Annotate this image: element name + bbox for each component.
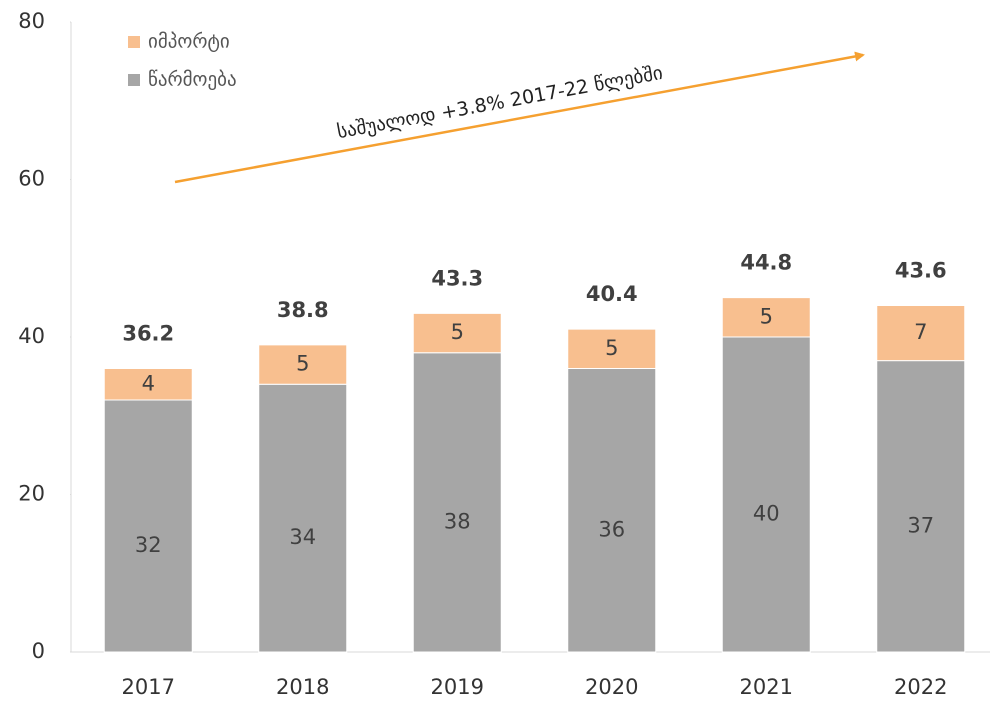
segment-label: 5	[451, 320, 464, 344]
total-label: 40.4	[586, 282, 638, 306]
bar-segment	[258, 383, 348, 653]
segment-label: 36	[598, 517, 625, 541]
segment-label: 5	[605, 336, 618, 360]
segment-label: 40	[753, 502, 780, 526]
x-tick-label: 2021	[740, 675, 793, 699]
legend-label: წარმოება	[148, 69, 237, 91]
segment-label: 7	[914, 320, 927, 344]
bar-segment	[103, 368, 193, 401]
y-tick-label: 0	[32, 639, 45, 663]
legend-label: იმპორტი	[148, 31, 230, 53]
bar-segment	[567, 328, 657, 369]
total-label: 36.2	[122, 322, 174, 346]
annotation: საშუალოდ +3.8% 2017-22 წლებში	[335, 62, 664, 143]
segment-label: 4	[142, 371, 155, 395]
legend-swatch	[128, 36, 140, 48]
bar-segment	[567, 368, 657, 653]
segment-label: 32	[135, 533, 162, 557]
segment-label: 37	[907, 513, 934, 537]
x-tick-label: 2019	[431, 675, 484, 699]
x-tick-label: 2022	[894, 675, 947, 699]
bar-segment	[876, 360, 966, 653]
segment-label: 5	[296, 352, 309, 376]
bar-segment	[258, 344, 348, 385]
segment-label: 5	[760, 304, 773, 328]
legend-swatch	[128, 74, 140, 86]
bar-segment	[412, 312, 502, 354]
y-tick-label: 60	[18, 167, 45, 191]
x-tick-label: 2017	[122, 675, 175, 699]
bar-segment	[412, 352, 502, 653]
total-label: 38.8	[277, 298, 329, 322]
x-tick-label: 2018	[276, 675, 329, 699]
y-tick-label: 20	[18, 482, 45, 506]
y-tick-label: 80	[18, 9, 45, 33]
trend-arrow	[174, 51, 865, 184]
total-label: 43.6	[895, 259, 947, 283]
bar-segment	[103, 399, 193, 653]
bar-segment	[876, 305, 966, 362]
bar-segment	[721, 297, 811, 338]
segment-label: 34	[289, 525, 316, 549]
y-tick-label: 40	[18, 324, 45, 348]
segment-label: 38	[444, 509, 471, 533]
bar-segment	[721, 336, 811, 653]
x-tick-label: 2020	[585, 675, 638, 699]
total-label: 44.8	[740, 251, 792, 275]
total-label: 43.3	[431, 266, 483, 290]
